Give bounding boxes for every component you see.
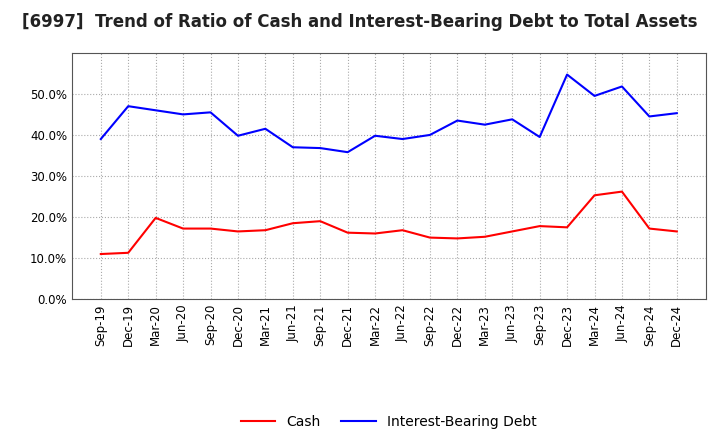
Cash [453, 236, 462, 241]
Cash [371, 231, 379, 236]
Interest-Bearing Debt [563, 72, 572, 77]
Cash [672, 229, 681, 234]
Interest-Bearing Debt [508, 117, 516, 122]
Line: Interest-Bearing Debt: Interest-Bearing Debt [101, 74, 677, 152]
Interest-Bearing Debt [453, 118, 462, 123]
Interest-Bearing Debt [261, 126, 270, 132]
Cash [480, 234, 489, 239]
Legend: Cash, Interest-Bearing Debt: Cash, Interest-Bearing Debt [235, 410, 543, 435]
Cash [508, 229, 516, 234]
Cash [618, 189, 626, 194]
Interest-Bearing Debt [645, 114, 654, 119]
Interest-Bearing Debt [289, 145, 297, 150]
Line: Cash: Cash [101, 191, 677, 254]
Cash [261, 227, 270, 233]
Cash [124, 250, 132, 256]
Interest-Bearing Debt [536, 134, 544, 139]
Cash [536, 224, 544, 229]
Interest-Bearing Debt [206, 110, 215, 115]
Interest-Bearing Debt [233, 133, 242, 139]
Interest-Bearing Debt [179, 112, 187, 117]
Interest-Bearing Debt [316, 146, 325, 151]
Interest-Bearing Debt [371, 133, 379, 139]
Interest-Bearing Debt [124, 103, 132, 109]
Interest-Bearing Debt [480, 122, 489, 127]
Interest-Bearing Debt [426, 132, 434, 138]
Interest-Bearing Debt [151, 108, 160, 113]
Interest-Bearing Debt [398, 136, 407, 142]
Cash [426, 235, 434, 240]
Cash [151, 215, 160, 220]
Cash [563, 225, 572, 230]
Cash [233, 229, 242, 234]
Interest-Bearing Debt [343, 150, 352, 155]
Cash [289, 220, 297, 226]
Text: [6997]  Trend of Ratio of Cash and Interest-Bearing Debt to Total Assets: [6997] Trend of Ratio of Cash and Intere… [22, 13, 698, 31]
Cash [206, 226, 215, 231]
Cash [96, 251, 105, 257]
Cash [179, 226, 187, 231]
Interest-Bearing Debt [672, 110, 681, 116]
Interest-Bearing Debt [618, 84, 626, 89]
Cash [398, 227, 407, 233]
Cash [590, 193, 599, 198]
Cash [316, 219, 325, 224]
Interest-Bearing Debt [96, 136, 105, 142]
Cash [343, 230, 352, 235]
Cash [645, 226, 654, 231]
Interest-Bearing Debt [590, 93, 599, 99]
